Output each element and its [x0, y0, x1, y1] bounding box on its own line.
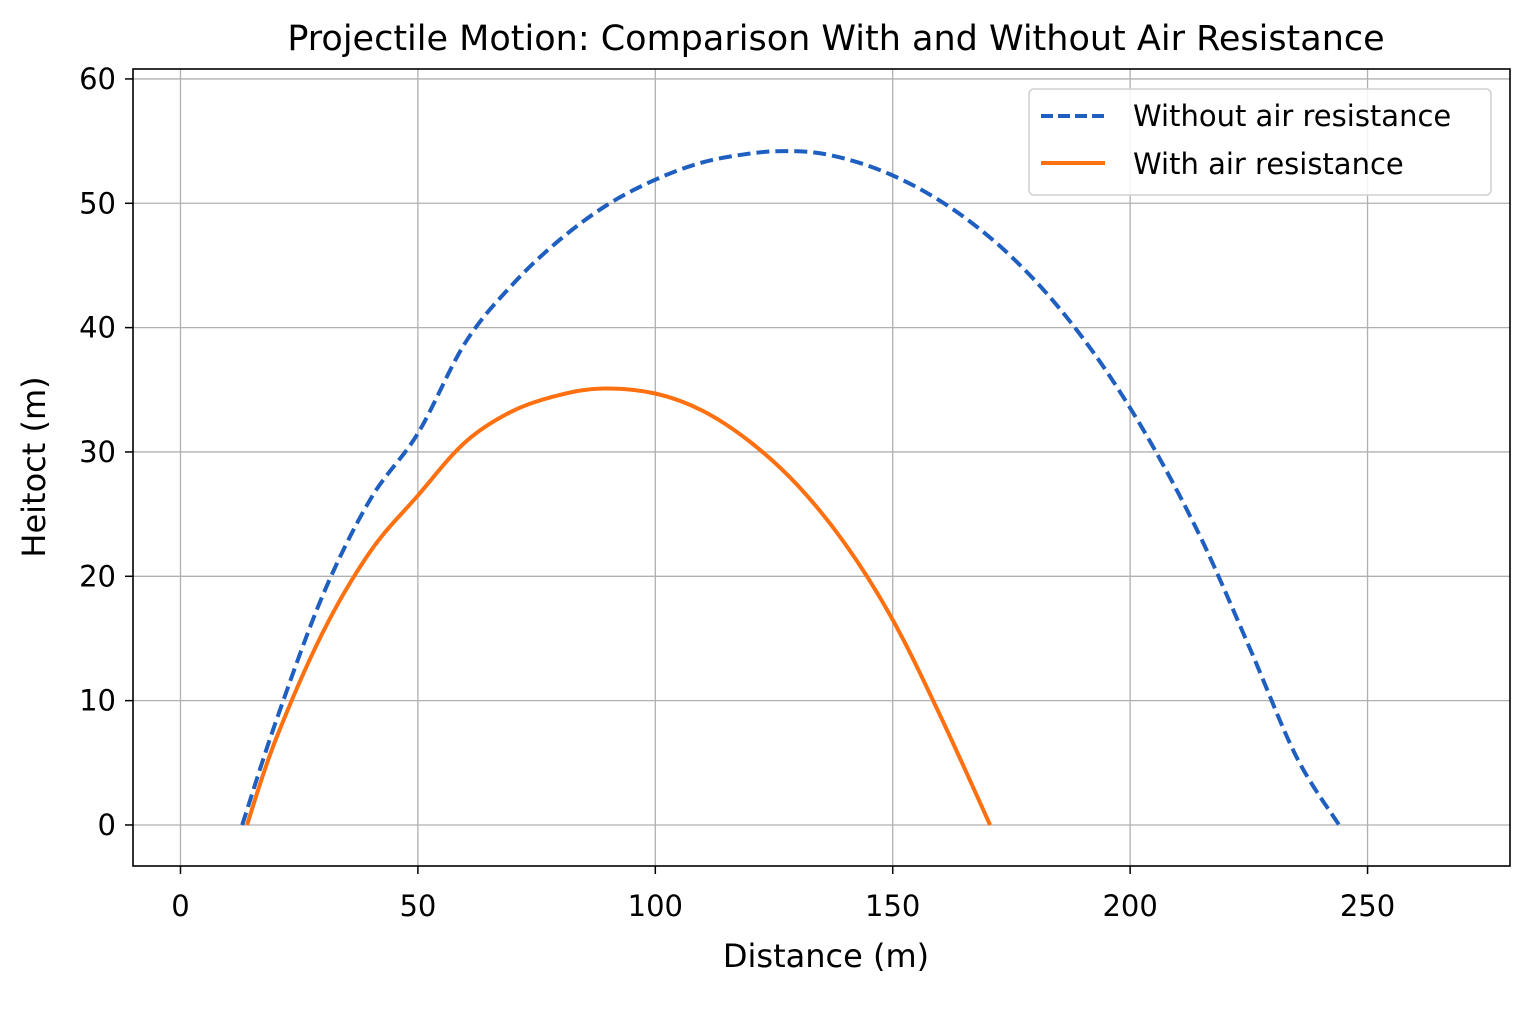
- y-tick-label: 40: [79, 311, 116, 345]
- x-tick-label: 50: [399, 889, 436, 923]
- ticks: 0 50 100 150 200 250 0 10 20 30 40 50 60: [79, 62, 1395, 923]
- y-tick-label: 10: [79, 684, 116, 718]
- x-tick-label: 200: [1102, 889, 1157, 923]
- y-tick-label: 60: [79, 62, 116, 96]
- series-layer: [240, 149, 1341, 827]
- series-line-without-air-resistance: [240, 149, 1341, 827]
- x-tick-label: 250: [1340, 889, 1395, 923]
- legend-label-without-air-resistance: Without air resistance: [1133, 99, 1451, 133]
- y-axis-label: Heitoct (m): [15, 376, 53, 557]
- y-tick-label: 30: [79, 435, 116, 469]
- legend: Without air resistance With air resistan…: [1028, 88, 1492, 196]
- x-tick-label: 150: [865, 889, 920, 923]
- series-line-with-air-resistance: [245, 386, 992, 826]
- x-tick-label: 0: [171, 889, 189, 923]
- y-tick-label: 50: [79, 186, 116, 220]
- x-tick-label: 100: [628, 889, 683, 923]
- grid: [133, 69, 1510, 866]
- y-tick-label: 0: [98, 808, 116, 842]
- legend-label-with-air-resistance: With air resistance: [1133, 147, 1404, 181]
- chart-title: Projectile Motion: Comparison With and W…: [287, 19, 1384, 59]
- plot-frame: [132, 68, 1511, 867]
- legend-box: [1028, 88, 1492, 196]
- y-tick-label: 20: [79, 559, 116, 593]
- x-axis-label: Distance (m): [723, 937, 929, 975]
